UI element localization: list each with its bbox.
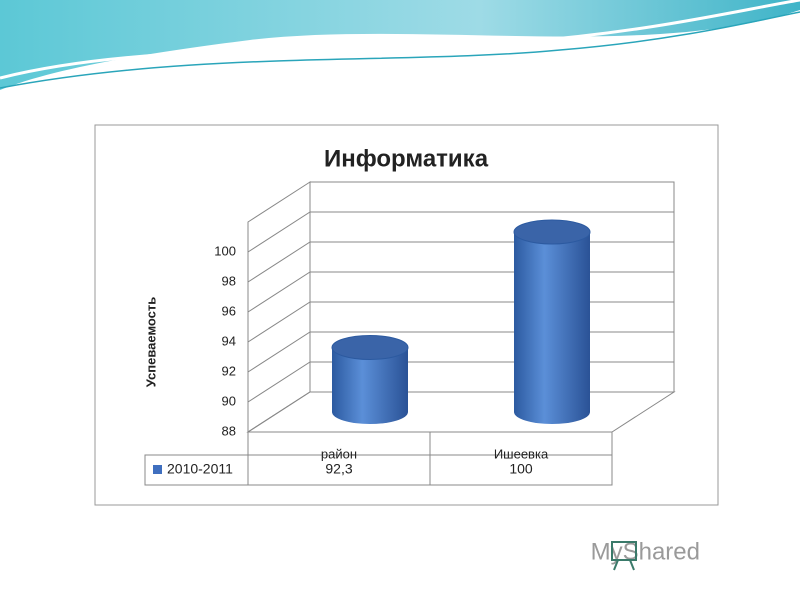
x-tick-label: Ишеевка — [494, 446, 549, 461]
y-axis-label: Успеваемость — [143, 297, 158, 388]
header-decoration — [0, 0, 800, 90]
floor — [246, 391, 676, 433]
y-tick-label: 96 — [222, 303, 236, 318]
bar-body — [332, 347, 408, 424]
bar-body — [514, 232, 590, 424]
chart-title: Информатика — [324, 145, 489, 172]
bar — [513, 219, 591, 424]
watermark: MyShared — [591, 538, 700, 565]
legend-swatch — [153, 465, 162, 474]
y-tick-label: 98 — [222, 273, 236, 288]
y-tick-label: 94 — [222, 333, 236, 348]
plot: 88 90 92 94 96 98 100 район Ишеевка 2010-2011 92,3… — [144, 181, 676, 486]
bar — [331, 335, 409, 424]
data-table-value: 100 — [509, 461, 533, 477]
bar-top — [513, 219, 591, 245]
y-tick-label: 90 — [222, 393, 236, 408]
y-tick-label: 92 — [222, 363, 236, 378]
bar-top — [331, 335, 409, 360]
data-table-value: 92,3 — [325, 461, 352, 477]
y-tick-label: 100 — [214, 243, 236, 258]
watermark-icon — [611, 541, 637, 571]
grid-line — [247, 211, 674, 253]
legend-label: 2010-2011 — [167, 461, 233, 477]
x-tick-label: район — [321, 446, 357, 461]
y-tick-label: 88 — [222, 423, 236, 438]
side-wall — [247, 181, 311, 433]
